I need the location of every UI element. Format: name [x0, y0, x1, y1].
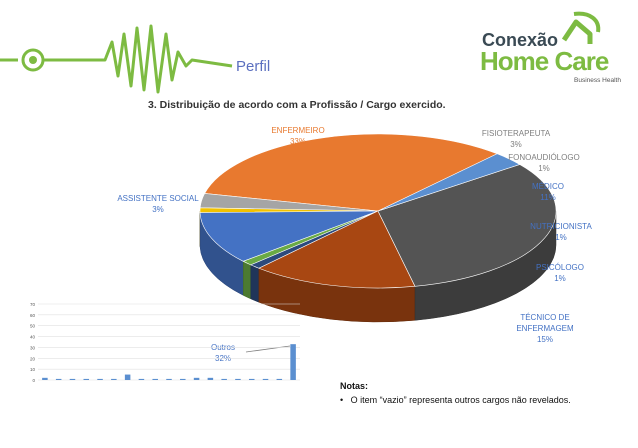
pie-slice-m-dico [199, 210, 379, 262]
pie-wall-nutricionista [243, 260, 252, 300]
pie-label-psic-logo: PSICÓLOGO 1% [536, 262, 584, 284]
bar-assistente-de-rh [83, 378, 90, 380]
bar-ytick-label: 70 [30, 302, 36, 307]
pie-top [199, 133, 557, 289]
bar--vazio- [290, 344, 296, 380]
pie-slice-t-cnico-de-enfermagem [258, 210, 416, 289]
bar-ytick-label: 20 [30, 356, 36, 361]
header-decoration [0, 24, 233, 94]
bar-farmac-utico [193, 377, 200, 380]
pie-label-value: 33% [289, 137, 306, 146]
pie-wall-psic-logo [250, 264, 260, 303]
bar-ytick-label: 30 [30, 345, 36, 350]
pie-label-fonoaudi-logo: FONOAUDIÓLOGO 1% [508, 152, 580, 174]
pie-label-m-dico: MÉDICO 11% [532, 181, 564, 203]
bar-ytick-label: 60 [30, 313, 36, 318]
pie-slice-outros [377, 164, 557, 287]
pie-slice-enfermeiro [204, 133, 498, 212]
logo-line2: Home Care [480, 46, 609, 76]
pie-label-name: PSICÓLOGO [535, 263, 585, 272]
pie-side-walls [199, 210, 557, 323]
pie-label-value: 15% [536, 335, 553, 344]
bar-analista-de-sistemas [69, 378, 76, 380]
bar-estagi-rio [180, 378, 186, 380]
bar-recepcionista [235, 378, 241, 380]
pie-label-value: 3% [152, 205, 164, 214]
bar-ytick-label: 50 [30, 324, 36, 329]
bar-secret-ria [248, 378, 255, 380]
logo-line1: Conexão [482, 30, 558, 50]
notes-heading: Notas: [340, 381, 369, 391]
chart-subtitle: 3. Distribuição de acordo com a Profissã… [148, 99, 446, 111]
notes-block: Notas: • O item “vazio” representa outro… [340, 379, 571, 407]
bar-encarregado [166, 378, 172, 380]
bar-coordenador-administrativo [138, 378, 145, 380]
pie-label-name: FISIOTERAPEUTA [481, 129, 551, 138]
bar-ytick-label: 10 [30, 367, 36, 372]
pie-label-value: 1% [554, 274, 566, 283]
bar-telefonista [276, 378, 283, 380]
bar-analista-de-contas [55, 378, 62, 380]
pie-label-t-cnico-de-enfermagem: TÉCNICO DE ENFERMAGEM 15% [516, 312, 573, 345]
pie-label-nutricionista: NUTRICIONISTA 1% [530, 221, 592, 243]
bar-auxiliar-de-departamento-pessoal [111, 378, 117, 380]
notes-text: O item “vazio” representa outros cargos … [350, 395, 571, 405]
pie-label-name: NUTRICIONISTA [530, 222, 592, 231]
pie-label-name: TÉCNICO DE ENFERMAGEM [516, 313, 574, 333]
pie-label-name: MÉDICO [532, 182, 564, 191]
pie-label-enfermeiro: ENFERMEIRO 33% [271, 125, 324, 147]
pie-label-name: FONOAUDIÓLOGO [508, 153, 580, 162]
bar-supervisor [262, 378, 269, 380]
pie-label-assistente-social: ASSISTENTE SOCIAL 3% [117, 193, 198, 215]
other-positions-bar-chart: 0 10 20 30 40 50 60 70 [30, 302, 300, 383]
bar-ytick-label: 0 [32, 378, 35, 383]
outros-leader-line [245, 345, 291, 353]
company-logo: Conexão Home Care Business Health [480, 11, 621, 84]
pie-slice-assistente-social [377, 153, 521, 212]
bar-motorista [221, 378, 227, 380]
bar-administrativo [42, 377, 48, 380]
pie-label-value: 1% [555, 233, 567, 242]
bar-gerente-de-contas [207, 377, 214, 380]
section-title: Perfil [236, 58, 271, 75]
logo-tagline: Business Health [574, 77, 621, 84]
pie-label-value: 11% [540, 193, 556, 202]
pie-label-value: 3% [510, 140, 522, 149]
pie-label-name: ENFERMEIRO [271, 126, 325, 135]
pie-label-fisioterapeuta: FISIOTERAPEUTA 3% [482, 128, 550, 150]
heartbeat-line [43, 24, 233, 94]
bar-auxiliar-financeiro [124, 374, 131, 380]
pie-label-name: ASSISTENTE SOCIAL [117, 194, 199, 203]
bar-diretor [152, 378, 158, 380]
bar-ytick-label: 40 [30, 335, 36, 340]
pie-label-value: 1% [538, 164, 550, 173]
notes-bullet: • [340, 395, 344, 405]
bar-auxiliar-administrativo [97, 378, 103, 380]
